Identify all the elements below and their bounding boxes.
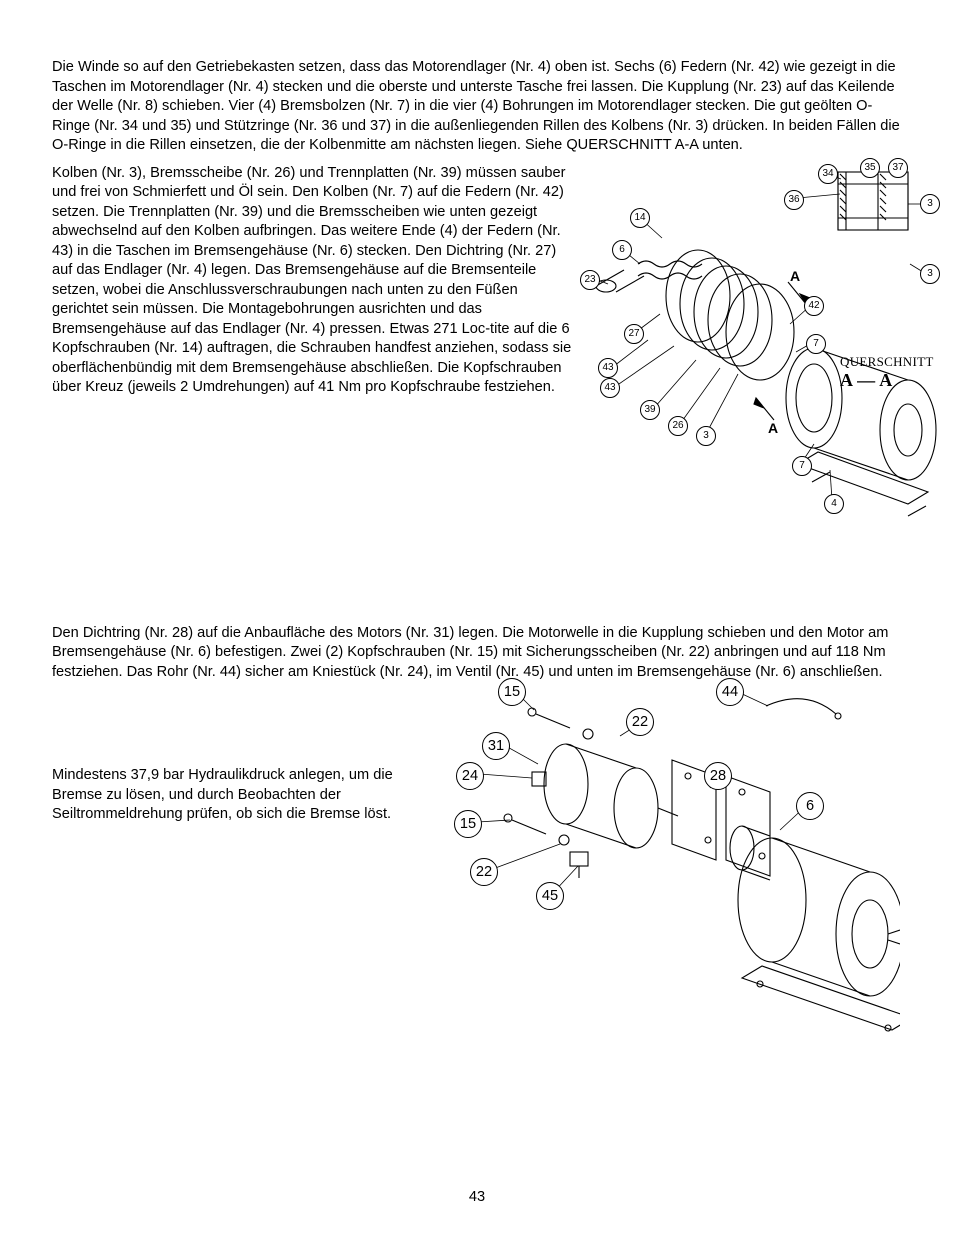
section-label-big: A — A [840, 370, 893, 390]
callout-24: 24 [456, 762, 484, 790]
callout-28: 28 [704, 762, 732, 790]
section-a-lower: A [768, 420, 778, 436]
callout-3c: 3 [696, 426, 716, 446]
callout-7a: 7 [806, 334, 826, 354]
callout-31: 31 [482, 732, 510, 760]
callout-44: 44 [716, 678, 744, 706]
callout-15a: 15 [498, 678, 526, 706]
section-label: QUERSCHNITT A — A [840, 354, 948, 391]
figure-2-motor-assembly: 15 44 31 22 24 28 6 15 22 45 [420, 644, 900, 1044]
callout-34: 34 [818, 164, 838, 184]
callout-43a: 43 [598, 358, 618, 378]
callout-22b: 22 [470, 858, 498, 886]
callout-6: 6 [796, 792, 824, 820]
callout-43b: 43 [600, 378, 620, 398]
figure-1-exploded-brake: 34 35 37 36 3 3 14 6 23 27 43 43 39 26 3… [578, 164, 948, 524]
callout-39: 39 [640, 400, 660, 420]
callout-26: 26 [668, 416, 688, 436]
paragraph-2: Kolben (Nr. 3), Bremsscheibe (Nr. 26) un… [52, 164, 572, 398]
paragraph-4: Mindestens 37,9 bar Hydraulikdruck anleg… [52, 766, 410, 825]
callout-36: 36 [784, 190, 804, 210]
callout-14: 14 [630, 208, 650, 228]
callout-3a: 3 [920, 194, 940, 214]
callout-27: 27 [624, 324, 644, 344]
callout-15b: 15 [454, 810, 482, 838]
callout-45: 45 [536, 882, 564, 910]
section-label-text: QUERSCHNITT [840, 354, 933, 369]
paragraph-1: Die Winde so auf den Getriebekasten setz… [52, 58, 904, 156]
callout-23: 23 [580, 270, 600, 290]
callout-6: 6 [612, 240, 632, 260]
callout-37: 37 [888, 158, 908, 178]
callout-3b: 3 [920, 264, 940, 284]
callout-35: 35 [860, 158, 880, 178]
section-a-upper: A [790, 268, 800, 284]
callout-42: 42 [804, 296, 824, 316]
callout-4: 4 [824, 494, 844, 514]
callout-7b: 7 [792, 456, 812, 476]
callout-22a: 22 [626, 708, 654, 736]
page-number: 43 [0, 1189, 954, 1205]
